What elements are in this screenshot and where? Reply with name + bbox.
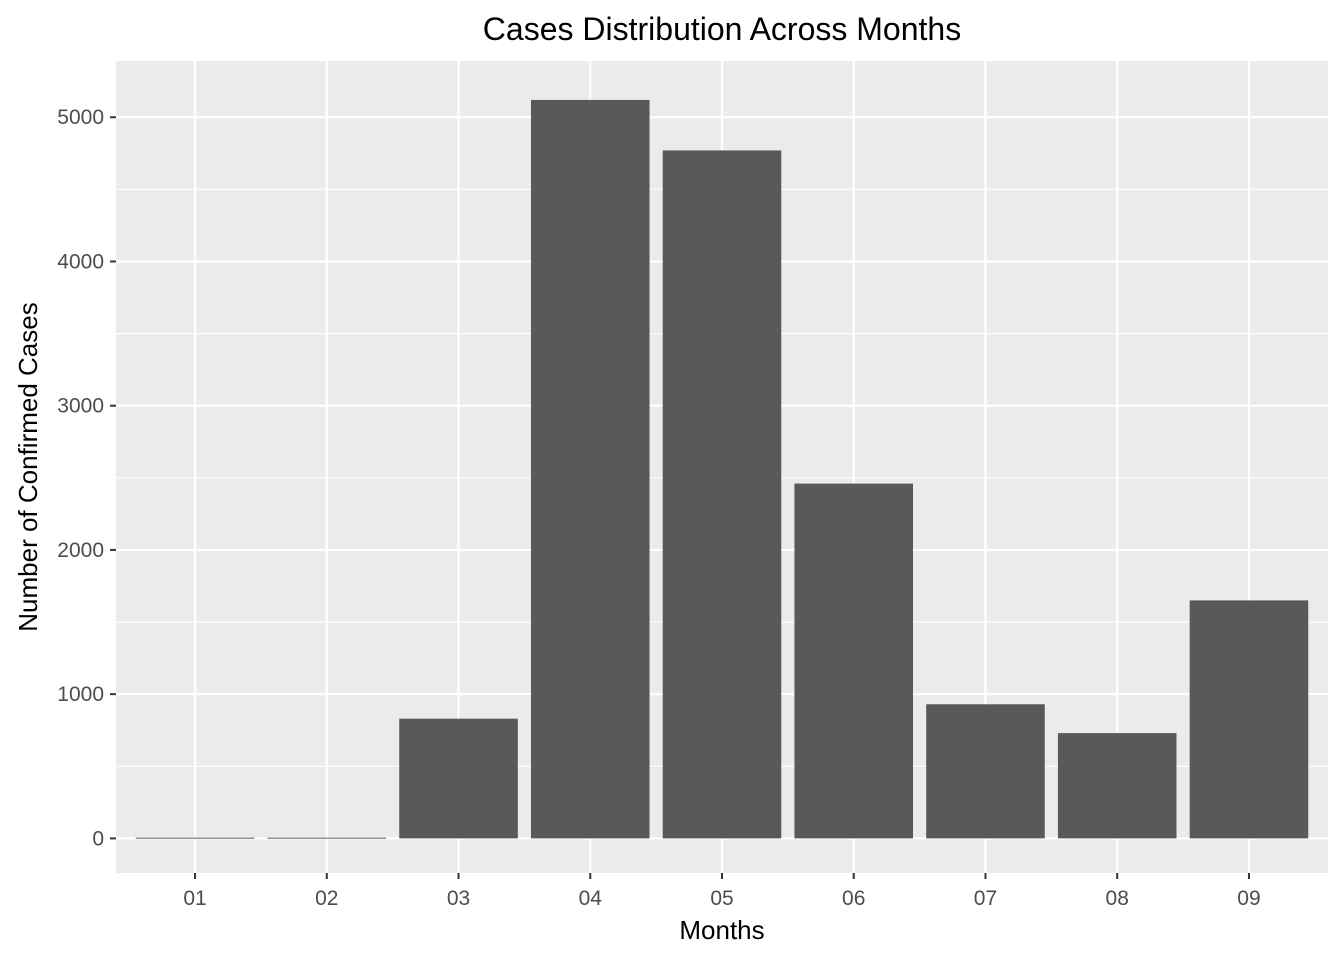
x-tick-label: 05 <box>710 887 733 910</box>
bar-05 <box>662 150 782 839</box>
y-tick-label: 0 <box>92 827 104 850</box>
x-tick-label: 07 <box>974 887 997 910</box>
bars <box>135 99 1309 839</box>
x-tick-label: 02 <box>315 887 338 910</box>
bar-01 <box>135 837 255 839</box>
x-tick-label: 08 <box>1106 887 1129 910</box>
bar-09 <box>1189 600 1309 839</box>
x-tick-label: 04 <box>579 887 603 910</box>
x-tick-label: 06 <box>842 887 865 910</box>
y-tick-label: 3000 <box>57 395 104 418</box>
y-tick-label: 5000 <box>57 106 104 129</box>
bar-03 <box>399 718 518 839</box>
bar-08 <box>1057 733 1177 839</box>
bar-06 <box>794 483 914 839</box>
y-axis: 0 1000 2000 3000 4000 5000 <box>57 106 116 850</box>
y-tick-label: 2000 <box>57 539 104 562</box>
x-axis-title: Months <box>679 915 764 945</box>
y-tick-label: 4000 <box>57 250 104 273</box>
bar-07 <box>926 704 1045 839</box>
y-axis-title: Number of Confirmed Cases <box>13 302 43 631</box>
chart-title: Cases Distribution Across Months <box>483 11 961 47</box>
bar-04 <box>530 99 650 839</box>
x-axis: 01 02 03 04 05 06 07 08 09 <box>183 873 1261 910</box>
bar-02 <box>267 837 387 839</box>
y-tick-label: 1000 <box>57 683 104 706</box>
x-tick-label: 09 <box>1237 887 1260 910</box>
x-tick-label: 03 <box>447 887 470 910</box>
x-tick-label: 01 <box>183 887 206 910</box>
